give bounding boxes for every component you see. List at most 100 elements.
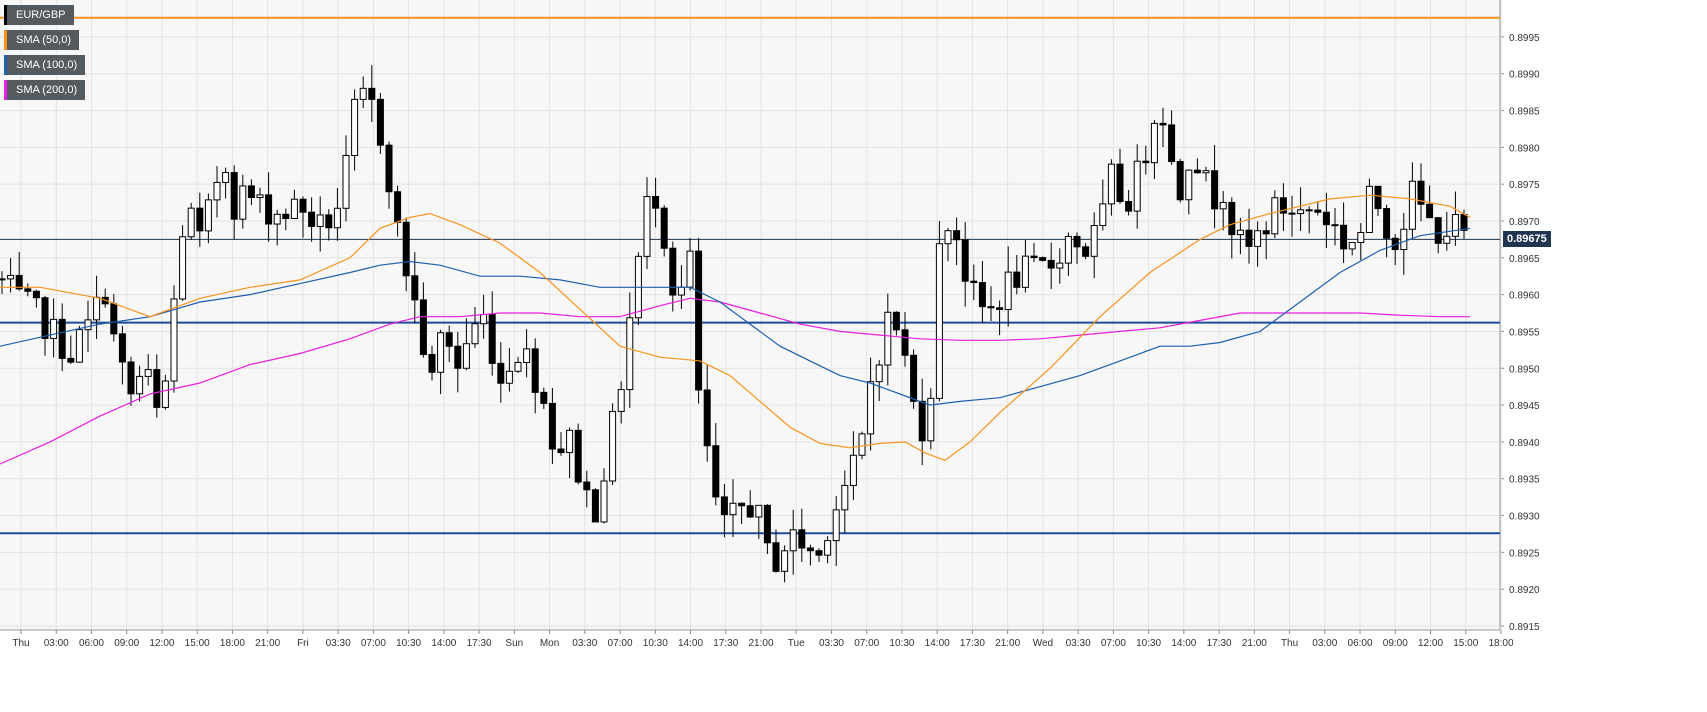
candle-body — [1460, 214, 1468, 231]
candle-body — [41, 297, 49, 339]
candle-body — [1365, 185, 1373, 233]
x-tick-label-34: 17:30 — [1207, 638, 1232, 649]
candle-body — [686, 250, 694, 288]
candle-body — [437, 332, 445, 373]
x-tick-label-22: Tue — [788, 638, 805, 649]
legend-item-eurgbp[interactable]: EUR/GBP — [4, 5, 74, 25]
candle-body — [1434, 217, 1442, 244]
x-tick-label-41: 15:00 — [1453, 638, 1478, 649]
legend-item-sma50[interactable]: SMA (50,0) — [4, 30, 80, 50]
x-tick-label-0: Thu — [12, 638, 29, 649]
candle-body — [996, 307, 1004, 310]
candle-body — [1193, 169, 1201, 174]
candle-body — [333, 207, 341, 229]
x-tick-label-3: 09:00 — [114, 638, 139, 649]
candle-body — [772, 542, 780, 572]
candle-body — [849, 454, 857, 486]
candle-body — [471, 323, 479, 345]
candle-body — [170, 298, 178, 382]
candle-body — [643, 196, 651, 257]
x-tick-label-18: 10:30 — [643, 638, 668, 649]
candle-body — [428, 353, 436, 373]
candle-body — [118, 333, 126, 363]
y-tick-label-7: 0.8960 — [1509, 291, 1540, 302]
candle-body — [488, 314, 496, 364]
candle-body — [1297, 209, 1305, 215]
legend-swatch-eurgbp — [4, 5, 7, 25]
candle-body — [806, 547, 814, 552]
candle-body — [523, 348, 531, 363]
candle-body — [385, 144, 393, 193]
legend-item-sma100[interactable]: SMA (100,0) — [4, 55, 86, 75]
candle-body — [892, 311, 900, 331]
y-tick-label-5: 0.8970 — [1509, 217, 1540, 228]
legend-item-sma200[interactable]: SMA (200,0) — [4, 80, 86, 100]
candle-body — [1202, 170, 1210, 174]
candle-body — [1150, 122, 1158, 164]
candle-body — [832, 509, 840, 542]
candle-body — [1030, 255, 1038, 259]
legend-label-sma50: SMA (50,0) — [16, 34, 72, 46]
y-tick-label-14: 0.8925 — [1509, 548, 1540, 559]
x-tick-label-29: Wed — [1033, 638, 1053, 649]
candle-body — [1228, 201, 1236, 236]
candle-body — [316, 214, 324, 227]
candle-body — [978, 282, 986, 308]
candle-body — [1168, 124, 1176, 163]
candle-body — [789, 529, 797, 552]
candle-body — [884, 311, 892, 366]
candle-body — [669, 247, 677, 296]
candle-body — [265, 194, 273, 225]
candle-body — [1090, 225, 1098, 257]
x-tick-label-40: 12:00 — [1418, 638, 1443, 649]
candle-body — [84, 319, 92, 331]
candle-body — [944, 230, 952, 245]
candle-body — [110, 303, 118, 335]
candle-body — [652, 196, 660, 209]
candle-body — [136, 375, 144, 395]
candle-body — [1056, 262, 1064, 269]
x-tick-label-10: 07:00 — [361, 638, 386, 649]
candle-body — [695, 250, 703, 391]
candle-body — [1271, 197, 1279, 235]
candle-body — [1451, 214, 1459, 237]
y-tick-label-3: 0.8980 — [1509, 143, 1540, 154]
candle-body — [1357, 231, 1365, 244]
candle-body — [798, 529, 806, 549]
candle-body — [342, 154, 350, 209]
candle-body — [1305, 209, 1313, 212]
candle-body — [402, 221, 410, 277]
x-tick-label-4: 12:00 — [149, 638, 174, 649]
x-tick-label-7: 21:00 — [255, 638, 280, 649]
x-tick-label-33: 14:00 — [1171, 638, 1196, 649]
candle-body — [497, 362, 505, 384]
candle-body — [213, 181, 221, 201]
candle-body — [746, 505, 754, 518]
candle-body — [58, 318, 66, 359]
candle-body — [419, 299, 427, 355]
candle-body — [824, 540, 832, 556]
candle-body — [1116, 163, 1124, 202]
x-tick-label-17: 07:00 — [608, 638, 633, 649]
candle-body — [1185, 169, 1193, 201]
candle-body — [703, 389, 711, 447]
x-tick-label-6: 18:00 — [220, 638, 245, 649]
candle-body — [841, 484, 849, 511]
y-tick-label-13: 0.8930 — [1509, 512, 1540, 523]
candle-body — [1004, 271, 1012, 310]
candle-body — [720, 496, 728, 516]
candle-body — [67, 357, 75, 363]
x-tick-label-35: 21:00 — [1242, 638, 1267, 649]
candle-body — [1408, 180, 1416, 230]
x-tick-label-28: 21:00 — [995, 638, 1020, 649]
legend-label-eurgbp: EUR/GBP — [16, 9, 66, 21]
candle-body — [557, 448, 565, 454]
x-tick-label-24: 07:00 — [854, 638, 879, 649]
candle-body — [1073, 235, 1081, 248]
candle-body — [970, 280, 978, 284]
x-tick-label-38: 06:00 — [1348, 638, 1373, 649]
candle-body — [574, 429, 582, 483]
candle-body — [1159, 122, 1167, 126]
candle-body — [144, 369, 152, 377]
